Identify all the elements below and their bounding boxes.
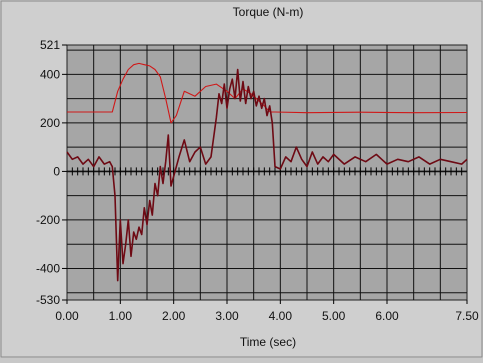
x-tick-label: 3.00 — [215, 309, 239, 323]
x-axis-label: Time (sec) — [240, 335, 296, 349]
x-tick-labels: 0.00 1.00 2.00 3.00 4.00 5.00 6.00 7.50 — [55, 300, 479, 323]
y-tick-label: -200 — [36, 213, 60, 227]
y-tick-label: 200 — [40, 116, 60, 130]
series-layer — [66, 62, 468, 282]
x-tick-label: 7.50 — [455, 309, 479, 323]
y-tick-label: 400 — [40, 67, 60, 81]
y-tick-label: -400 — [36, 261, 60, 275]
x-tick-label: 5.00 — [322, 309, 346, 323]
plot-area — [66, 44, 468, 301]
y-tick-label: -530 — [36, 293, 60, 307]
zero-axis-ticks — [71, 167, 463, 176]
x-tick-label: 1.00 — [109, 309, 133, 323]
x-tick-label: 0.00 — [55, 309, 79, 323]
x-tick-label: 2.00 — [162, 309, 186, 323]
x-tick-label: 6.00 — [375, 309, 399, 323]
y-tick-label: 0 — [53, 164, 60, 178]
x-tick-label: 4.00 — [269, 309, 293, 323]
series-line-lower — [66, 68, 468, 282]
y-tick-label: 521 — [40, 38, 60, 52]
y-tick-labels: 521 400 200 0 -200 -400 -530 — [36, 38, 67, 307]
chart-title: Torque (N-m) — [233, 5, 304, 19]
